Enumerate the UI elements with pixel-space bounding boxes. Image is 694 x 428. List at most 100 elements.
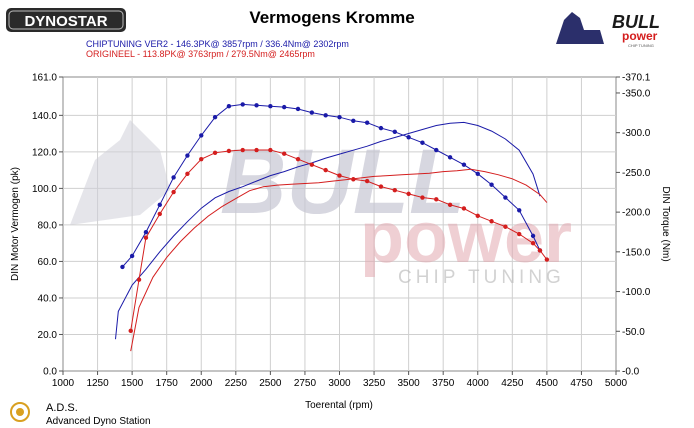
- chiptuning-ver2-power-point: [129, 253, 135, 259]
- y-axis-label: DIN Motor Vermogen (pk): [10, 167, 21, 281]
- origineel-power-point: [282, 151, 287, 156]
- chiptuning-ver2-power-point: [185, 153, 190, 158]
- x-tick-label: 3000: [328, 378, 351, 389]
- bullpower-logo: BULL power CHIP TUNING: [556, 12, 660, 48]
- chiptuning-ver2-power-point: [364, 120, 370, 125]
- origineel-power-point: [517, 231, 522, 237]
- y-tick-label: 161.0: [32, 73, 57, 84]
- y2-tick-label: -50.0: [622, 327, 645, 338]
- origineel-power-point: [420, 195, 425, 200]
- origineel-power-point: [309, 162, 315, 167]
- origineel-power-point: [537, 248, 543, 253]
- origineel-power-point: [268, 147, 273, 153]
- y-tick-label: 60.0: [38, 257, 58, 268]
- chiptuning-ver2-power-point: [378, 125, 384, 131]
- ads-sun-core-icon: [16, 408, 24, 416]
- chiptuning-ver2-power-point: [351, 118, 356, 124]
- x-tick-label: 4000: [467, 378, 490, 389]
- chiptuning-ver2-power-point: [517, 208, 522, 213]
- x-tick-label: 2500: [259, 378, 282, 389]
- chiptuning-ver2-power-point: [282, 104, 287, 110]
- x-tick-label: 4250: [501, 378, 524, 389]
- x-tick-label: 1500: [121, 378, 144, 389]
- legend-origineel: ORIGINEEL - 113.8PK@ 3763rpm / 279.5Nm@ …: [86, 49, 315, 59]
- chiptuning-ver2-power-point: [295, 106, 301, 112]
- chiptuning-ver2-power-point: [240, 102, 245, 107]
- y2-tick-label: -250.0: [622, 168, 651, 179]
- chiptuning-ver2-power-point: [503, 195, 508, 200]
- ads-long: Advanced Dyno Station: [46, 416, 151, 427]
- y2-tick-label: -350.0: [622, 88, 651, 99]
- watermark-bull: BULL: [220, 131, 465, 233]
- chiptuning-ver2-power-point: [199, 133, 204, 138]
- chiptuning-ver2-power-point: [171, 175, 176, 180]
- origineel-power-point: [447, 202, 453, 208]
- origineel-power-point: [136, 277, 142, 282]
- bullpower-logo-sub: CHIP TUNING: [628, 43, 654, 48]
- bullpower-logo-bottom: power: [622, 29, 658, 43]
- chiptuning-ver2-power-line: [122, 103, 541, 268]
- x-tick-label: 1250: [86, 378, 109, 389]
- origineel-power-point: [157, 211, 162, 217]
- x-tick-label: 2250: [225, 378, 248, 389]
- origineel-power-point: [489, 219, 494, 224]
- origineel-power-point: [434, 197, 439, 202]
- chiptuning-ver2-power-point: [392, 129, 397, 134]
- x-tick-label: 2750: [294, 378, 317, 389]
- origineel-power-point: [503, 224, 508, 229]
- bullpower-logo-top: BULL: [612, 12, 660, 32]
- origineel-power-point: [337, 173, 342, 178]
- x-tick-label: 4750: [570, 378, 593, 389]
- bull-watermark-icon: [70, 120, 170, 225]
- chiptuning-ver2-power-point: [323, 113, 328, 118]
- watermark-power: power: [360, 198, 572, 278]
- chiptuning-ver2-power-point: [434, 147, 439, 153]
- chart-title: Vermogens Kromme: [249, 8, 414, 27]
- x-tick-label: 1750: [156, 378, 179, 389]
- origineel-power-point: [461, 206, 467, 211]
- y-tick-label: 80.0: [38, 220, 58, 231]
- chiptuning-ver2-power-point: [157, 202, 162, 208]
- origineel-power-point: [254, 147, 259, 153]
- y2-tick-label: -300.0: [622, 128, 651, 139]
- origineel-power-point: [212, 150, 218, 155]
- x-tick-label: 3750: [432, 378, 455, 389]
- y2-tick-label: -150.0: [622, 247, 651, 258]
- x-axis-label: Toerental (rpm): [305, 400, 373, 411]
- chiptuning-ver2-power-point: [447, 155, 453, 160]
- origineel-power-point: [171, 189, 176, 195]
- origineel-power-point: [364, 178, 370, 184]
- y-tick-label: 100.0: [32, 184, 57, 195]
- legend: CHIPTUNING VER2 - 146.3PK@ 3857rpm / 336…: [86, 39, 349, 59]
- origineel-power-point: [544, 257, 550, 262]
- chiptuning-ver2-power-point: [212, 114, 218, 120]
- origineel-power-point: [392, 188, 397, 193]
- chiptuning-ver2-power-point: [309, 110, 315, 115]
- chiptuning-ver2-power-point: [475, 171, 480, 176]
- y2-tick-label: -0.0: [622, 367, 640, 378]
- y-tick-label: 0.0: [43, 367, 57, 378]
- chiptuning-ver2-power-point: [420, 140, 425, 145]
- y-tick-label: 140.0: [32, 111, 57, 122]
- x-tick-label: 2000: [190, 378, 213, 389]
- legend-chiptuning: CHIPTUNING VER2 - 146.3PK@ 3857rpm / 336…: [86, 39, 349, 49]
- x-tick-label: 4500: [536, 378, 559, 389]
- origineel-power-point: [199, 156, 204, 162]
- watermark: BULL power CHIP TUNING: [70, 120, 572, 288]
- y2-tick-label: -100.0: [622, 287, 651, 298]
- chiptuning-ver2-power-point: [226, 104, 232, 109]
- origineel-power-point: [530, 240, 536, 246]
- ads-logo: A.D.S. Advanced Dyno Station: [10, 402, 151, 427]
- chiptuning-ver2-power-point: [120, 264, 125, 270]
- chiptuning-ver2-torque-line: [115, 121, 541, 340]
- chiptuning-ver2-power-point: [254, 103, 259, 108]
- x-tick-label: 5000: [605, 378, 628, 389]
- watermark-chiptuning: CHIP TUNING: [398, 267, 565, 288]
- y-tick-label: 40.0: [38, 293, 58, 304]
- bull-icon: [556, 12, 604, 44]
- origineel-torque-line: [130, 168, 548, 352]
- origineel-power-point: [378, 184, 384, 189]
- origineel-power-point: [475, 213, 480, 218]
- chiptuning-ver2-power-point: [406, 135, 411, 140]
